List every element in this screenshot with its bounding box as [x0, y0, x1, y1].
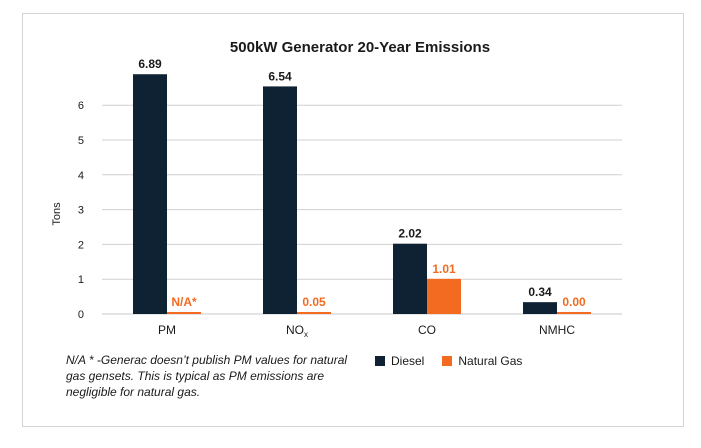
data-label-diesel: 2.02	[398, 227, 422, 241]
x-tick-label-main: PM	[158, 323, 176, 337]
x-tick-label-main: NO	[286, 323, 304, 337]
bar-natural-gas	[167, 312, 201, 314]
x-tick-label: NMHC	[539, 323, 575, 337]
legend-label-diesel: Diesel	[391, 354, 425, 368]
y-tick-label: 3	[78, 205, 84, 217]
bar-natural-gas	[557, 312, 591, 314]
data-label-natural-gas: 0.00	[562, 295, 586, 309]
x-tick-label: PM	[158, 323, 176, 337]
legend-label-natural-gas: Natural Gas	[458, 354, 523, 368]
data-label-natural-gas: 0.05	[302, 295, 326, 309]
x-tick-label: NOx	[286, 323, 308, 339]
legend-item-natural-gas: Natural Gas	[442, 354, 522, 368]
x-tick-label-subscript: x	[304, 330, 308, 339]
bar-diesel	[523, 302, 557, 314]
data-label-natural-gas: 1.01	[432, 262, 456, 276]
data-label-natural-gas: N/A*	[171, 295, 197, 309]
y-tick-label: 5	[78, 135, 84, 147]
y-tick-label: 0	[78, 309, 84, 321]
bar-diesel	[393, 243, 427, 314]
y-tick-label: 1	[78, 274, 84, 286]
chart-title: 500kW Generator 20-Year Emissions	[230, 39, 490, 56]
chart-frame	[22, 13, 684, 427]
legend-swatch-natural-gas	[442, 356, 453, 366]
bar-natural-gas	[297, 312, 331, 314]
y-tick-label: 4	[78, 170, 84, 182]
y-tick-label: 6	[78, 100, 84, 112]
chart-footnote: N/A * -Generac doesn’t publish PM values…	[66, 353, 348, 399]
data-label-diesel: 6.54	[268, 69, 292, 83]
bar-natural-gas	[427, 278, 461, 314]
y-axis-label: Tons	[51, 202, 63, 226]
bar-diesel	[133, 74, 167, 314]
data-label-diesel: 6.89	[138, 57, 162, 71]
x-tick-label: CO	[418, 323, 436, 337]
legend-item-diesel: Diesel	[375, 354, 424, 368]
x-tick-label-main: CO	[418, 323, 436, 337]
bar-diesel	[263, 86, 297, 315]
y-tick-label: 2	[78, 239, 84, 251]
chart-legend: Diesel Natural Gas	[375, 354, 522, 368]
data-label-diesel: 0.34	[528, 285, 552, 299]
x-tick-label-main: NMHC	[539, 323, 575, 337]
legend-swatch-diesel	[375, 356, 385, 366]
